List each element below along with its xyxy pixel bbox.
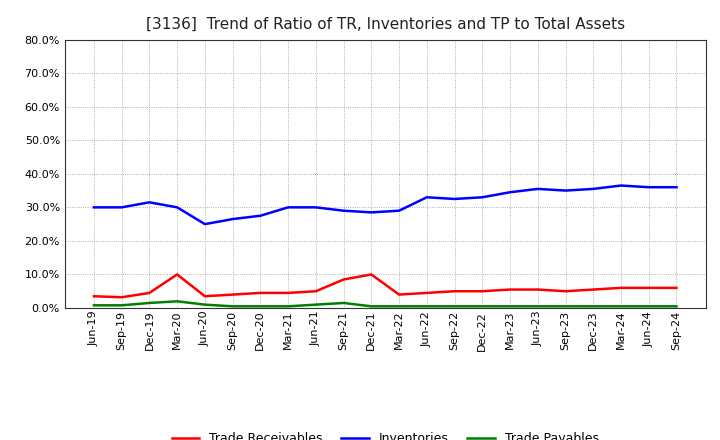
Line: Inventories: Inventories — [94, 186, 677, 224]
Trade Payables — [505, 304, 514, 309]
Title: [3136]  Trend of Ratio of TR, Inventories and TP to Total Assets: [3136] Trend of Ratio of TR, Inventories… — [145, 16, 625, 32]
Trade Payables — [644, 304, 653, 309]
Trade Payables — [672, 304, 681, 309]
Trade Payables — [589, 304, 598, 309]
Line: Trade Receivables: Trade Receivables — [94, 275, 677, 297]
Trade Receivables — [367, 272, 376, 277]
Trade Receivables — [534, 287, 542, 292]
Inventories — [339, 208, 348, 213]
Inventories — [534, 186, 542, 191]
Inventories — [616, 183, 625, 188]
Trade Payables — [284, 304, 292, 309]
Trade Receivables — [450, 289, 459, 294]
Trade Receivables — [173, 272, 181, 277]
Trade Receivables — [201, 293, 210, 299]
Trade Receivables — [395, 292, 403, 297]
Trade Payables — [423, 304, 431, 309]
Trade Receivables — [672, 285, 681, 290]
Trade Payables — [367, 304, 376, 309]
Legend: Trade Receivables, Inventories, Trade Payables: Trade Receivables, Inventories, Trade Pa… — [166, 427, 604, 440]
Inventories — [450, 196, 459, 202]
Trade Payables — [117, 303, 126, 308]
Trade Receivables — [284, 290, 292, 296]
Trade Payables — [228, 304, 237, 309]
Trade Payables — [201, 302, 210, 307]
Inventories — [395, 208, 403, 213]
Inventories — [367, 210, 376, 215]
Inventories — [589, 186, 598, 191]
Trade Payables — [534, 304, 542, 309]
Trade Receivables — [561, 289, 570, 294]
Trade Payables — [478, 304, 487, 309]
Trade Receivables — [312, 289, 320, 294]
Inventories — [201, 221, 210, 227]
Trade Payables — [173, 299, 181, 304]
Trade Receivables — [339, 277, 348, 282]
Trade Payables — [89, 303, 98, 308]
Trade Receivables — [228, 292, 237, 297]
Trade Payables — [145, 301, 154, 306]
Inventories — [145, 200, 154, 205]
Trade Receivables — [89, 293, 98, 299]
Trade Receivables — [616, 285, 625, 290]
Trade Payables — [616, 304, 625, 309]
Inventories — [561, 188, 570, 193]
Inventories — [478, 194, 487, 200]
Trade Receivables — [478, 289, 487, 294]
Trade Payables — [339, 301, 348, 306]
Trade Payables — [395, 304, 403, 309]
Trade Receivables — [117, 295, 126, 300]
Trade Receivables — [423, 290, 431, 296]
Inventories — [644, 185, 653, 190]
Trade Payables — [312, 302, 320, 307]
Inventories — [117, 205, 126, 210]
Trade Receivables — [505, 287, 514, 292]
Inventories — [284, 205, 292, 210]
Inventories — [312, 205, 320, 210]
Trade Payables — [450, 304, 459, 309]
Inventories — [173, 205, 181, 210]
Trade Receivables — [644, 285, 653, 290]
Inventories — [89, 205, 98, 210]
Trade Payables — [561, 304, 570, 309]
Trade Receivables — [256, 290, 265, 296]
Trade Payables — [256, 304, 265, 309]
Inventories — [423, 194, 431, 200]
Inventories — [256, 213, 265, 218]
Inventories — [672, 185, 681, 190]
Inventories — [228, 216, 237, 222]
Inventories — [505, 190, 514, 195]
Trade Receivables — [589, 287, 598, 292]
Trade Receivables — [145, 290, 154, 296]
Line: Trade Payables: Trade Payables — [94, 301, 677, 306]
